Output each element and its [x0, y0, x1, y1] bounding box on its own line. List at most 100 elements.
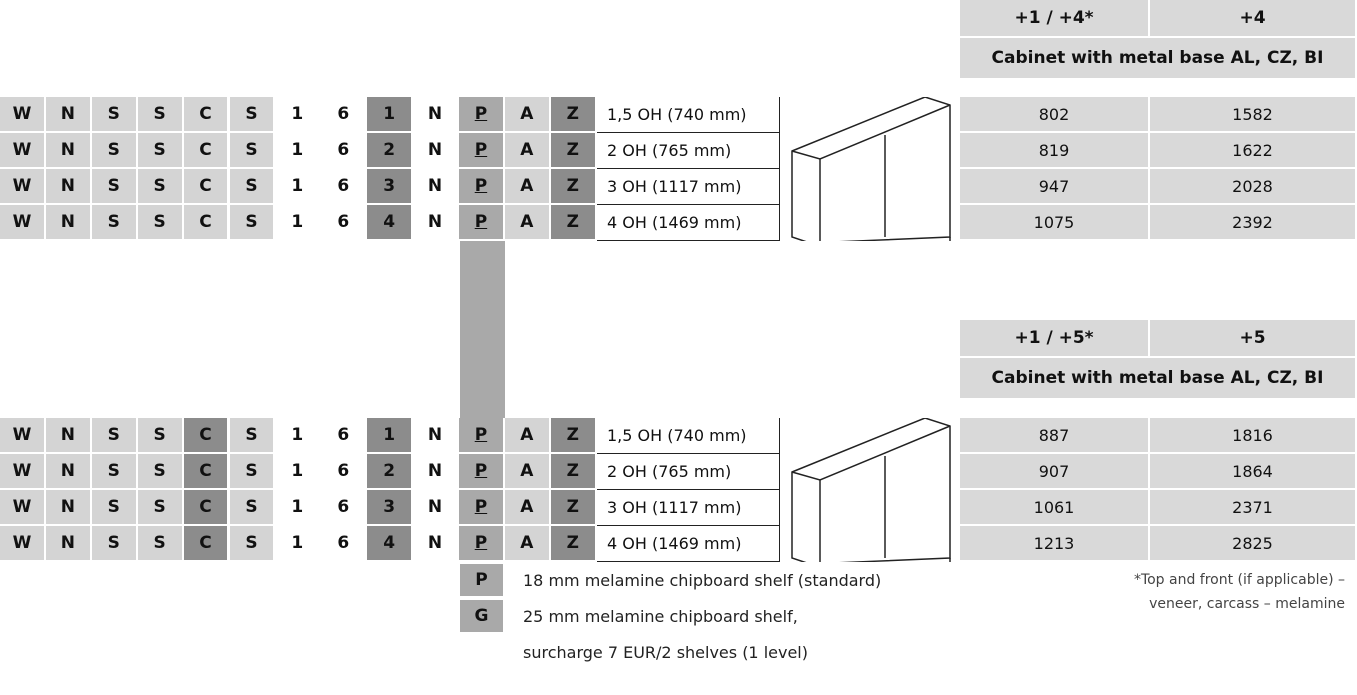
- price: 1213: [960, 526, 1150, 562]
- code-cell: A: [504, 205, 551, 241]
- code-cell: C: [183, 133, 230, 169]
- code-cell: N: [413, 454, 459, 490]
- code-cell: N: [45, 205, 92, 241]
- code-cell: S: [91, 205, 138, 241]
- code-cell: S: [137, 205, 184, 241]
- cabinet-illustration: [791, 97, 951, 241]
- code-cell: N: [45, 133, 92, 169]
- code-cell: W: [0, 454, 46, 490]
- code-cell: N: [413, 490, 459, 526]
- code-cell: N: [413, 133, 459, 169]
- code-cell: Z: [550, 490, 597, 526]
- code-cell: S: [229, 490, 276, 526]
- price: 1075: [960, 205, 1150, 241]
- code-cell: S: [91, 169, 138, 205]
- code-cell: C: [183, 205, 230, 241]
- price: 1864: [1150, 454, 1357, 490]
- size-description: 2 OH (765 mm): [597, 454, 780, 490]
- price: 2371: [1150, 490, 1357, 526]
- code-cell: C: [183, 169, 230, 205]
- code-cell: 1: [275, 133, 322, 169]
- code-cell: 6: [321, 418, 368, 454]
- code-cell: P: [459, 526, 505, 562]
- code-cell: 3: [367, 169, 414, 205]
- code-cell: N: [413, 97, 459, 133]
- code-cell: S: [229, 169, 276, 205]
- code-cell: C: [183, 490, 230, 526]
- code-cell: 3: [367, 490, 414, 526]
- size-description: 1,5 OH (740 mm): [597, 97, 780, 133]
- code-cell: Z: [550, 454, 597, 490]
- code-cell: W: [0, 133, 46, 169]
- code-cell: S: [229, 205, 276, 241]
- price: 1582: [1150, 97, 1357, 133]
- code-cell: 4: [367, 205, 414, 241]
- code-cell: 6: [321, 454, 368, 490]
- size-description: 3 OH (1117 mm): [597, 169, 780, 205]
- option-code: P: [460, 564, 505, 598]
- code-cell: A: [504, 526, 551, 562]
- code-cell: N: [45, 490, 92, 526]
- footnote: veneer, carcass – melamine: [1149, 596, 1345, 612]
- code-cell: A: [504, 454, 551, 490]
- price: 2028: [1150, 169, 1357, 205]
- code-cell: W: [0, 205, 46, 241]
- code-cell: Z: [550, 205, 597, 241]
- code-cell: 1: [275, 526, 322, 562]
- code-cell: P: [459, 133, 505, 169]
- code-cell: Z: [550, 418, 597, 454]
- code-cell: 6: [321, 97, 368, 133]
- size-description: 3 OH (1117 mm): [597, 490, 780, 526]
- code-cell: A: [504, 97, 551, 133]
- size-description: 1,5 OH (740 mm): [597, 418, 780, 454]
- code-cell: S: [229, 418, 276, 454]
- code-cell: W: [0, 526, 46, 562]
- code-cell: 6: [321, 526, 368, 562]
- size-description: 4 OH (1469 mm): [597, 526, 780, 562]
- footnote: *Top and front (if applicable) –: [1133, 572, 1345, 588]
- code-cell: S: [137, 97, 184, 133]
- code-cell: N: [413, 526, 459, 562]
- code-cell: Z: [550, 526, 597, 562]
- code-cell: S: [137, 418, 184, 454]
- code-cell: S: [91, 490, 138, 526]
- code-cell: 6: [321, 205, 368, 241]
- header-cell: +1 / +5*: [960, 320, 1150, 358]
- code-cell: W: [0, 169, 46, 205]
- code-cell: S: [91, 97, 138, 133]
- code-cell: S: [91, 418, 138, 454]
- code-cell: S: [91, 133, 138, 169]
- cabinet-illustration: [791, 418, 951, 562]
- code-cell: N: [45, 418, 92, 454]
- header-cell: +5: [1150, 320, 1357, 358]
- connector-bar: [460, 240, 505, 418]
- header-subtitle: Cabinet with metal base AL, CZ, BI: [960, 38, 1357, 80]
- header-subtitle: Cabinet with metal base AL, CZ, BI: [960, 358, 1357, 400]
- code-cell: 4: [367, 526, 414, 562]
- price: 2392: [1150, 205, 1357, 241]
- code-cell: Z: [550, 169, 597, 205]
- header-cell: +4: [1150, 0, 1357, 38]
- code-cell: 1: [275, 169, 322, 205]
- code-cell: 6: [321, 133, 368, 169]
- code-cell: N: [45, 97, 92, 133]
- code-cell: N: [45, 454, 92, 490]
- code-cell: W: [0, 97, 46, 133]
- size-description: 4 OH (1469 mm): [597, 205, 780, 241]
- price: 2825: [1150, 526, 1357, 562]
- code-cell: 1: [275, 418, 322, 454]
- code-cell: N: [45, 526, 92, 562]
- code-cell: 6: [321, 490, 368, 526]
- code-cell: C: [183, 97, 230, 133]
- price: 947: [960, 169, 1150, 205]
- code-cell: A: [504, 133, 551, 169]
- code-cell: S: [137, 133, 184, 169]
- code-cell: 2: [367, 133, 414, 169]
- code-cell: P: [459, 97, 505, 133]
- code-cell: 1: [275, 454, 322, 490]
- option-text: 25 mm melamine chipboard shelf,: [523, 607, 798, 626]
- code-cell: S: [229, 97, 276, 133]
- option-text: 18 mm melamine chipboard shelf (standard…: [523, 571, 882, 590]
- price: 819: [960, 133, 1150, 169]
